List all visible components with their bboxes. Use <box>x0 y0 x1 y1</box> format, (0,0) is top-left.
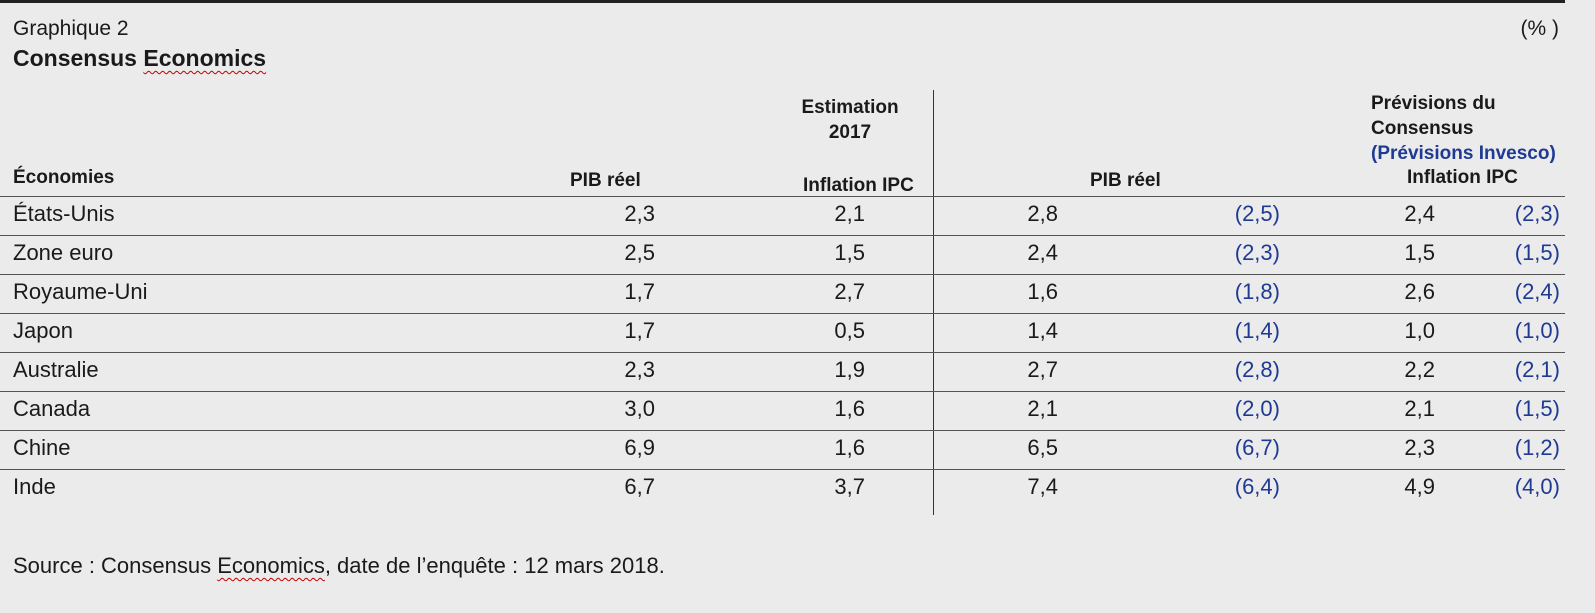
inflation-estimate-cell: 1,6 <box>834 396 865 421</box>
source-suffix: , date de l’enquête : 12 mars 2018. <box>324 553 665 578</box>
table-row: Zone euro 2,5 1,5 2,4 (2,3) 1,5 (1,5) <box>0 235 1565 276</box>
header-economies: Économies <box>13 167 115 188</box>
column-divider <box>933 90 934 515</box>
inflation-estimate-cell: 0,5 <box>834 318 865 343</box>
source-word: Economics <box>217 553 325 578</box>
header-previsions-line1: Prévisions du <box>1371 93 1496 114</box>
economy-name: Australie <box>13 357 99 382</box>
inflation-estimate-cell: 2,7 <box>834 279 865 304</box>
top-rule <box>0 0 1565 3</box>
economy-name: Canada <box>13 396 91 421</box>
pib-invesco-cell: (1,4) <box>1234 318 1280 343</box>
inflation-consensus-cell: 2,1 <box>1404 396 1435 421</box>
header-pib-reel-prev: PIB réel <box>1090 170 1161 191</box>
pib-estimate-cell: 2,5 <box>624 240 655 265</box>
inflation-invesco-cell: (2,1) <box>1514 357 1560 382</box>
table-row: Inde 6,7 3,7 7,4 (6,4) 4,9 (4,0) <box>0 469 1565 510</box>
title-prefix: Consensus <box>13 45 144 71</box>
pib-estimate-cell: 3,0 <box>624 396 655 421</box>
inflation-invesco-cell: (4,0) <box>1514 474 1560 499</box>
pib-consensus-cell: 1,4 <box>1027 318 1058 343</box>
table-row: Chine 6,9 1,6 6,5 (6,7) 2,3 (1,2) <box>0 430 1565 471</box>
economy-name: Japon <box>13 318 73 343</box>
pib-estimate-cell: 2,3 <box>624 201 655 226</box>
source-note: Source : Consensus Economics, date de l’… <box>13 553 665 579</box>
table-row: États-Unis 2,3 2,1 2,8 (2,5) 2,4 (2,3) <box>0 196 1565 237</box>
inflation-consensus-cell: 2,4 <box>1404 201 1435 226</box>
inflation-invesco-cell: (1,2) <box>1514 435 1560 460</box>
header-previsions: Prévisions du Consensus (Prévisions Inve… <box>1371 91 1556 166</box>
pib-estimate-cell: 6,9 <box>624 435 655 460</box>
header-estimation-line1: Estimation <box>801 97 899 118</box>
inflation-estimate-cell: 3,7 <box>834 474 865 499</box>
inflation-estimate-cell: 2,1 <box>834 201 865 226</box>
unit-label: (% ) <box>1520 17 1560 40</box>
pib-invesco-cell: (2,0) <box>1234 396 1280 421</box>
header-previsions-line2: Consensus <box>1371 118 1474 139</box>
pib-invesco-cell: (1,8) <box>1234 279 1280 304</box>
pib-invesco-cell: (2,8) <box>1234 357 1280 382</box>
pib-invesco-cell: (2,5) <box>1234 201 1280 226</box>
pib-consensus-cell: 2,1 <box>1027 396 1058 421</box>
pib-consensus-cell: 6,5 <box>1027 435 1058 460</box>
economy-name: Zone euro <box>13 240 114 265</box>
header-inflation-est: Inflation IPC <box>803 175 914 196</box>
inflation-consensus-cell: 4,9 <box>1404 474 1435 499</box>
pib-consensus-cell: 2,4 <box>1027 240 1058 265</box>
table-row: Australie 2,3 1,9 2,7 (2,8) 2,2 (2,1) <box>0 352 1565 393</box>
pib-invesco-cell: (2,3) <box>1234 240 1280 265</box>
header-inflation-prev: Inflation IPC <box>1407 167 1518 188</box>
economy-name: Inde <box>13 474 56 499</box>
inflation-consensus-cell: 1,5 <box>1404 240 1435 265</box>
pib-estimate-cell: 6,7 <box>624 474 655 499</box>
pib-estimate-cell: 1,7 <box>624 279 655 304</box>
header-estimation: Estimation 2017 <box>780 95 920 145</box>
economy-name: Royaume-Uni <box>13 279 148 304</box>
page-title: Consensus Economics <box>13 45 266 72</box>
inflation-invesco-cell: (1,0) <box>1514 318 1560 343</box>
inflation-consensus-cell: 1,0 <box>1404 318 1435 343</box>
inflation-invesco-cell: (2,4) <box>1514 279 1560 304</box>
inflation-invesco-cell: (2,3) <box>1514 201 1560 226</box>
inflation-consensus-cell: 2,6 <box>1404 279 1435 304</box>
pib-consensus-cell: 2,7 <box>1027 357 1058 382</box>
pib-estimate-cell: 1,7 <box>624 318 655 343</box>
pib-consensus-cell: 7,4 <box>1027 474 1058 499</box>
header-previsions-line3: (Prévisions Invesco) <box>1371 143 1556 164</box>
economy-name: États-Unis <box>13 201 115 226</box>
graph-label: Graphique 2 <box>13 17 129 40</box>
table-row: Canada 3,0 1,6 2,1 (2,0) 2,1 (1,5) <box>0 391 1565 432</box>
inflation-invesco-cell: (1,5) <box>1514 240 1560 265</box>
pib-consensus-cell: 1,6 <box>1027 279 1058 304</box>
inflation-estimate-cell: 1,5 <box>834 240 865 265</box>
pib-estimate-cell: 2,3 <box>624 357 655 382</box>
inflation-estimate-cell: 1,6 <box>834 435 865 460</box>
header-pib-reel-est: PIB réel <box>570 170 641 191</box>
inflation-consensus-cell: 2,2 <box>1404 357 1435 382</box>
title-word: Economics <box>143 45 267 71</box>
pib-invesco-cell: (6,4) <box>1234 474 1280 499</box>
pib-consensus-cell: 2,8 <box>1027 201 1058 226</box>
pib-invesco-cell: (6,7) <box>1234 435 1280 460</box>
table-row: Royaume-Uni 1,7 2,7 1,6 (1,8) 2,6 (2,4) <box>0 274 1565 315</box>
inflation-estimate-cell: 1,9 <box>834 357 865 382</box>
inflation-consensus-cell: 2,3 <box>1404 435 1435 460</box>
header-estimation-line2: 2017 <box>828 122 872 143</box>
inflation-invesco-cell: (1,5) <box>1514 396 1560 421</box>
source-prefix: Source : Consensus <box>13 553 218 578</box>
economy-name: Chine <box>13 435 71 460</box>
table-row: Japon 1,7 0,5 1,4 (1,4) 1,0 (1,0) <box>0 313 1565 354</box>
